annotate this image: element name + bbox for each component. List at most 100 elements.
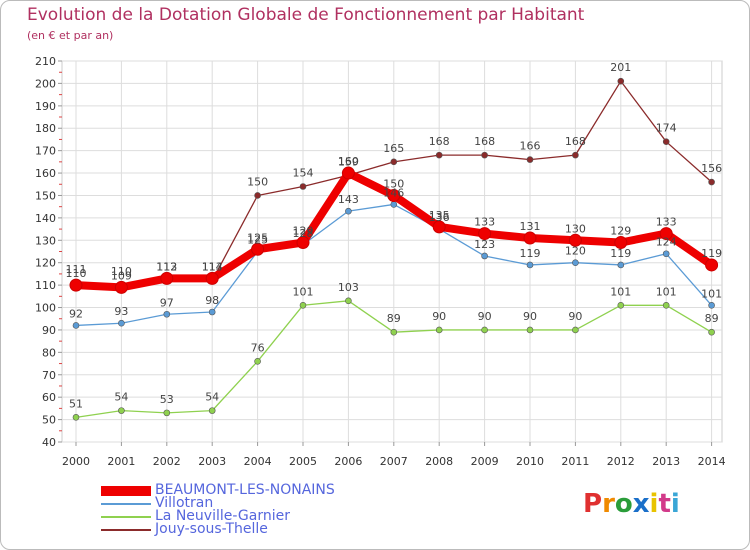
data-label-jouy-sous-thelle: 201 (610, 61, 631, 74)
data-label-beaumont: 129 (293, 225, 314, 238)
data-label-la-neuville-garnier: 54 (205, 391, 219, 404)
data-point-la-neuville-garnier (254, 358, 261, 365)
y-tick-label: 50 (42, 414, 56, 427)
data-point-beaumont (160, 271, 174, 285)
data-label-villotran: 125 (247, 234, 268, 247)
data-label-villotran: 101 (701, 287, 722, 300)
x-tick-label: 2000 (62, 455, 90, 468)
y-tick-label: 120 (35, 257, 56, 270)
legend-label-beaumont: BEAUMONT-LES-NONAINS (155, 482, 335, 498)
data-label-la-neuville-garnier: 53 (160, 393, 174, 406)
data-label-la-neuville-garnier: 101 (610, 285, 631, 298)
x-tick-label: 2008 (425, 455, 453, 468)
data-point-la-neuville-garnier (481, 326, 488, 334)
data-label-villotran: 143 (338, 193, 359, 206)
data-label-la-neuville-garnier: 101 (656, 285, 677, 298)
x-tick-label: 2001 (107, 455, 135, 468)
data-point-villotran (617, 261, 625, 269)
legend-swatch-beaumont (101, 486, 151, 496)
data-point-jouy-sous-thelle (662, 138, 670, 145)
data-label-jouy-sous-thelle: 114 (202, 261, 223, 274)
data-point-jouy-sous-thelle (435, 151, 443, 159)
data-label-la-neuville-garnier: 101 (293, 285, 314, 298)
x-tick-label: 2011 (561, 455, 589, 468)
y-tick-label: 210 (35, 55, 56, 68)
data-point-beaumont (296, 236, 310, 250)
data-label-villotran: 146 (383, 186, 404, 199)
data-label-villotran: 119 (610, 247, 631, 260)
data-point-beaumont (387, 188, 401, 202)
data-point-la-neuville-garnier (72, 414, 80, 421)
data-label-la-neuville-garnier: 90 (478, 310, 492, 323)
x-tick-label: 2007 (380, 455, 408, 468)
data-point-jouy-sous-thelle (617, 77, 625, 85)
data-label-la-neuville-garnier: 103 (338, 281, 359, 294)
data-point-beaumont (523, 231, 537, 245)
legend-label-la-neuville-garnier: La Neuville-Garnier (155, 508, 290, 524)
x-tick-label: 2010 (516, 455, 544, 468)
data-point-beaumont (114, 280, 128, 294)
data-point-jouy-sous-thelle (254, 192, 261, 199)
data-point-jouy-sous-thelle (481, 151, 488, 159)
y-tick-label: 200 (35, 77, 56, 90)
data-label-beaumont: 131 (520, 220, 541, 233)
data-label-beaumont: 133 (474, 216, 495, 229)
data-label-jouy-sous-thelle: 154 (293, 167, 314, 180)
data-label-la-neuville-garnier: 54 (114, 391, 128, 404)
data-label-villotran: 97 (160, 296, 174, 309)
y-tick-label: 90 (42, 324, 56, 337)
data-point-villotran (481, 252, 488, 260)
y-tick-label: 190 (35, 100, 56, 113)
y-tick-label: 70 (42, 369, 56, 382)
data-label-villotran: 136 (429, 211, 450, 224)
data-label-jouy-sous-thelle: 150 (247, 175, 268, 188)
x-tick-label: 2005 (289, 455, 317, 468)
data-point-la-neuville-garnier (118, 407, 125, 414)
data-label-villotran: 120 (565, 245, 586, 258)
data-label-beaumont: 160 (338, 155, 359, 168)
data-point-la-neuville-garnier (390, 328, 398, 336)
data-point-villotran (390, 201, 398, 208)
y-tick-label: 160 (35, 167, 56, 180)
data-label-beaumont: 150 (383, 177, 404, 190)
data-point-beaumont (705, 258, 719, 272)
data-label-jouy-sous-thelle: 174 (656, 122, 677, 135)
data-point-la-neuville-garnier (299, 301, 307, 309)
data-point-beaumont (478, 227, 492, 241)
proxiti-logo[interactable]: Proxiti (583, 489, 680, 519)
data-label-la-neuville-garnier: 89 (705, 312, 719, 325)
x-tick-label: 2006 (334, 455, 362, 468)
y-tick-label: 100 (35, 302, 56, 315)
data-point-beaumont (251, 242, 265, 256)
data-label-villotran: 93 (114, 305, 128, 318)
data-label-beaumont: 133 (656, 216, 677, 229)
data-label-beaumont: 135 (429, 209, 450, 222)
brand-letter: x (632, 489, 650, 519)
data-point-la-neuville-garnier (345, 297, 352, 305)
data-label-beaumont: 130 (565, 222, 586, 235)
y-tick-label: 60 (42, 391, 56, 404)
brand-letter: t (658, 489, 671, 519)
data-label-jouy-sous-thelle: 166 (520, 140, 541, 153)
data-point-la-neuville-garnier (662, 301, 670, 309)
x-tick-label: 2004 (244, 455, 272, 468)
data-label-jouy-sous-thelle: 168 (429, 135, 450, 148)
data-label-beaumont: 125 (247, 231, 268, 244)
data-point-la-neuville-garnier (617, 301, 625, 309)
data-point-la-neuville-garnier (572, 326, 579, 334)
legend-swatch-jouy-sous-thelle (101, 529, 151, 531)
data-point-villotran (208, 308, 216, 316)
brand-letter: r (602, 489, 615, 519)
data-point-villotran (572, 259, 579, 267)
data-point-jouy-sous-thelle (526, 156, 534, 163)
data-label-beaumont: 109 (111, 269, 132, 282)
y-tick-label: 80 (42, 346, 56, 359)
data-label-la-neuville-garnier: 90 (432, 310, 446, 323)
data-label-jouy-sous-thelle: 156 (701, 162, 722, 175)
data-label-beaumont: 119 (701, 247, 722, 260)
data-point-villotran (72, 322, 80, 329)
chart-title: Evolution de la Dotation Globale de Fonc… (27, 5, 585, 25)
data-label-villotran: 123 (474, 238, 495, 251)
data-label-jouy-sous-thelle: 110 (111, 265, 132, 278)
